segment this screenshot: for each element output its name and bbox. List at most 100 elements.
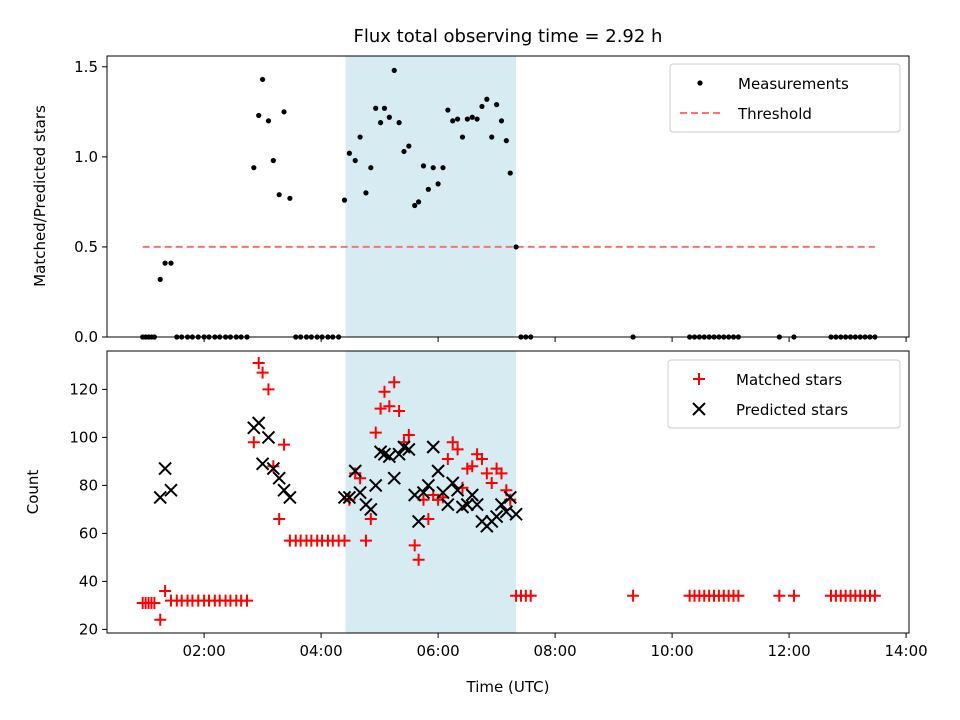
ratio-y-tick-label: 1.5 bbox=[74, 58, 98, 76]
ratio-y-tick-label: 1.0 bbox=[74, 148, 98, 166]
predicted-star-point bbox=[499, 505, 514, 519]
matched-star-point bbox=[247, 436, 260, 449]
measurement-point bbox=[406, 143, 412, 149]
ratio-y-axis-label: Matched/Predicted stars bbox=[31, 105, 49, 287]
count-y-tick-label: 120 bbox=[69, 380, 98, 398]
measurement-point bbox=[287, 195, 293, 201]
measurement-point bbox=[415, 199, 422, 205]
measurement-point bbox=[503, 138, 509, 144]
predicted-star-point bbox=[261, 430, 276, 445]
matched-star-point bbox=[374, 402, 387, 415]
matched-star-point bbox=[402, 429, 415, 441]
measurements-legend-label: Measurements bbox=[738, 75, 849, 93]
measurement-point bbox=[260, 76, 266, 83]
predicted-star-point bbox=[460, 497, 475, 512]
matched-star-point bbox=[359, 534, 372, 547]
count-legend: Matched stars Predicted stars bbox=[667, 359, 901, 429]
measurement-point bbox=[352, 157, 358, 164]
matched-legend-marker bbox=[693, 373, 705, 385]
predicted-star-point bbox=[153, 490, 167, 505]
measurement-point bbox=[498, 118, 505, 124]
measurement-point bbox=[168, 260, 174, 266]
matched-star-point bbox=[441, 453, 454, 465]
predicted-star-point bbox=[446, 476, 460, 490]
matched-star-point bbox=[241, 594, 254, 607]
measurements-legend-marker bbox=[697, 80, 703, 86]
measurement-point bbox=[270, 157, 276, 164]
measurement-point bbox=[377, 120, 384, 126]
count-y-axis-label: Count bbox=[24, 470, 42, 515]
count-shaded-interval bbox=[345, 351, 517, 633]
predicted-star-point bbox=[255, 457, 270, 471]
measurement-point bbox=[265, 118, 272, 124]
ratio-y-tick-label: 0.0 bbox=[74, 328, 98, 346]
count-legend-box bbox=[667, 359, 901, 429]
matched-star-point bbox=[524, 589, 537, 602]
matched-star-point bbox=[773, 589, 786, 602]
measurement-point bbox=[489, 134, 495, 140]
count-x-ticks: 02:00 04:00 06:00 08:00 10:00 12:00 14:00 bbox=[182, 633, 928, 660]
measurement-point bbox=[401, 148, 407, 155]
ratio-y-tick-label: 0.5 bbox=[74, 238, 98, 256]
measurement-point bbox=[251, 165, 257, 171]
predicted-legend-label: Predicted stars bbox=[736, 401, 848, 419]
predicted-star-point bbox=[272, 471, 286, 485]
measurement-point bbox=[357, 134, 363, 140]
measurement-point bbox=[425, 186, 431, 192]
matched-star-point bbox=[338, 534, 351, 547]
matched-star-point bbox=[388, 376, 401, 389]
predicted-star-point bbox=[348, 464, 362, 478]
x-tick-label: 12:00 bbox=[767, 642, 810, 660]
ratio-y-ticks: 0.0 0.5 1.0 1.5 bbox=[74, 58, 107, 346]
measurement-point bbox=[454, 116, 461, 122]
measurement-point bbox=[464, 116, 470, 122]
measurement-point bbox=[507, 170, 513, 176]
predicted-star-point bbox=[441, 497, 455, 512]
measurement-point bbox=[276, 192, 282, 198]
matched-star-point bbox=[354, 472, 367, 485]
measurement-point bbox=[363, 190, 369, 196]
predicted-star-point bbox=[402, 442, 416, 457]
predicted-legend-marker bbox=[692, 402, 706, 416]
measurement-point bbox=[440, 165, 446, 171]
matched-star-point bbox=[252, 357, 265, 369]
x-tick-label: 04:00 bbox=[299, 642, 342, 660]
predicted-star-point bbox=[342, 490, 357, 505]
matched-star-point bbox=[868, 589, 881, 602]
matched-star-point bbox=[446, 436, 459, 449]
matched-legend-label: Matched stars bbox=[736, 371, 842, 389]
ratio-x-ticks bbox=[203, 337, 907, 342]
predicted-star-point bbox=[470, 497, 484, 512]
predicted-star-point bbox=[407, 488, 422, 502]
matched-stars-layer bbox=[136, 357, 881, 626]
ratio-plot-frame bbox=[106, 55, 910, 338]
measurement-point bbox=[474, 116, 480, 122]
matched-star-point bbox=[378, 385, 391, 398]
measurement-point bbox=[373, 105, 379, 111]
predicted-star-point bbox=[416, 485, 431, 500]
matched-star-point bbox=[159, 585, 172, 597]
predicted-star-point bbox=[382, 449, 397, 464]
matched-star-point bbox=[273, 513, 286, 525]
matched-star-point bbox=[408, 539, 421, 552]
matched-star-point bbox=[154, 613, 167, 626]
measurement-point bbox=[341, 197, 348, 203]
measurement-point bbox=[391, 67, 397, 74]
predicted-star-point bbox=[426, 440, 440, 454]
predicted-star-point bbox=[368, 478, 383, 493]
measurement-point bbox=[459, 134, 466, 140]
predicted-star-point bbox=[266, 461, 281, 476]
measurement-point bbox=[368, 165, 374, 171]
predicted-star-point bbox=[509, 507, 523, 521]
count-plot-frame bbox=[106, 350, 910, 634]
matched-star-point bbox=[369, 426, 382, 439]
predicted-star-point bbox=[450, 483, 465, 497]
predicted-star-point bbox=[164, 483, 178, 497]
matched-star-point bbox=[262, 383, 275, 396]
matched-star-point bbox=[422, 513, 435, 525]
matched-star-point bbox=[451, 443, 464, 456]
count-y-tick-label: 20 bbox=[79, 620, 98, 638]
x-tick-label: 14:00 bbox=[884, 642, 927, 660]
measurement-point bbox=[256, 112, 262, 119]
threshold-legend-label: Threshold bbox=[737, 105, 812, 123]
